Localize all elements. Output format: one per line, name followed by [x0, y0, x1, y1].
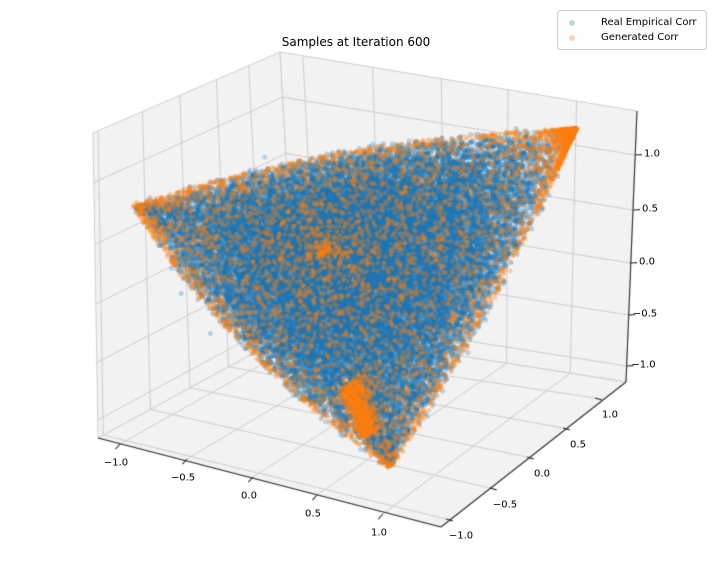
x-axis-tick-label: 1.0 — [371, 527, 387, 539]
legend-item-label: Real Empirical Corr — [601, 17, 697, 28]
scatter-marker-icon — [569, 34, 575, 41]
legend-item: Real Empirical Corr — [558, 15, 702, 30]
y-axis-tick-label: −1.0 — [448, 530, 474, 542]
y-axis-tick-label: −0.5 — [492, 499, 518, 511]
scatter-marker-icon — [569, 19, 575, 26]
plot-title: Samples at Iteration 600 — [281, 35, 431, 49]
z-axis-tick-label: 0.0 — [639, 256, 655, 268]
x-axis-tick-label: −1.0 — [103, 457, 129, 469]
x-axis-tick-label: 0.0 — [241, 490, 257, 502]
z-axis-tick-label: −1.0 — [631, 359, 656, 371]
x-axis-tick-label: 0.5 — [305, 508, 321, 520]
y-axis-tick-label: 0.0 — [534, 468, 550, 480]
z-axis-tick-label: 1.0 — [644, 148, 660, 160]
z-axis-tick-label: −0.5 — [632, 308, 658, 320]
y-axis-tick-label: 1.0 — [602, 409, 618, 421]
legend: Real Empirical Corr Generated Corr — [557, 10, 707, 50]
legend-item: Generated Corr — [558, 30, 702, 45]
x-axis-tick-label: −0.5 — [170, 472, 196, 484]
legend-item-label: Generated Corr — [601, 32, 679, 43]
y-axis-tick-label: 0.5 — [570, 439, 586, 451]
z-axis-tick-label: 0.5 — [642, 203, 658, 215]
